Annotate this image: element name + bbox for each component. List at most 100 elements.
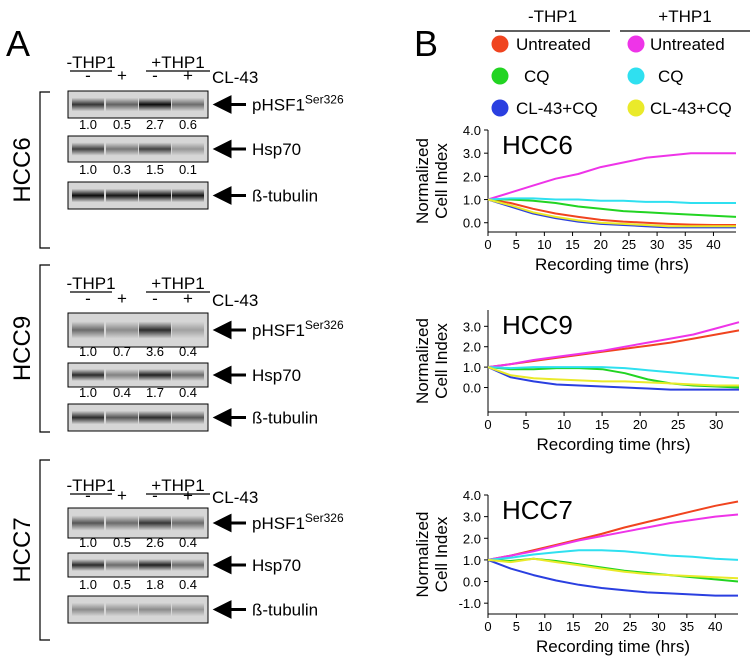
y-tick-label: 1.0 — [463, 553, 481, 568]
row-label-text: ß-tubulin — [252, 187, 318, 206]
row-label-text: Hsp70 — [252, 556, 301, 575]
blot-band — [72, 410, 104, 425]
bracket — [39, 459, 50, 641]
x-tick-label: 10 — [537, 237, 551, 252]
x-tick-label: 35 — [678, 237, 692, 252]
row-label: Hsp70 — [252, 366, 301, 385]
quant-value: 0.5 — [113, 535, 131, 550]
blot-band — [139, 602, 171, 617]
series-line — [487, 198, 736, 228]
cell-line-label: HCC6 — [9, 137, 36, 202]
blot-band — [172, 515, 204, 531]
legend-label: CL-43+CQ — [650, 99, 732, 118]
blot-band — [172, 369, 204, 381]
series-line — [487, 366, 739, 387]
quant-value: 0.6 — [179, 117, 197, 132]
row-label-sup: Ser326 — [305, 511, 344, 525]
arrow — [212, 139, 246, 159]
quant-value: 0.4 — [179, 535, 197, 550]
x-tick-label: 5 — [522, 417, 529, 432]
quant-value: 0.4 — [179, 344, 197, 359]
lane-sign: + — [183, 486, 193, 505]
x-axis-label: Recording time (hrs) — [535, 255, 689, 274]
lane-sign: - — [85, 66, 91, 85]
lane-sign: - — [85, 289, 91, 308]
x-tick-label: 20 — [594, 619, 608, 634]
legend-swatch — [627, 67, 645, 85]
lane-sign: - — [85, 486, 91, 505]
lane-sign: - — [152, 486, 158, 505]
legend-swatch — [627, 99, 645, 117]
chart-title: HCC9 — [502, 310, 573, 340]
group-label: -THP1 — [66, 274, 115, 293]
panel-label: B — [414, 23, 438, 64]
treatment-label: CL-43 — [212, 488, 258, 507]
y-tick-label: 2.0 — [463, 340, 481, 355]
row-label: Hsp70 — [252, 556, 301, 575]
blot-band — [139, 188, 171, 203]
blot-band — [106, 410, 138, 425]
blot-band — [139, 142, 171, 156]
row-label-text: ß-tubulin — [252, 601, 318, 620]
legend-label: Untreated — [516, 35, 591, 54]
blot-band — [72, 369, 104, 381]
blot-band — [72, 97, 104, 112]
x-axis-label: Recording time (hrs) — [537, 435, 691, 454]
legend-label: CL-43+CQ — [516, 99, 598, 118]
quant-value: 0.4 — [179, 385, 197, 400]
blot-band — [72, 559, 104, 571]
x-tick-label: 15 — [595, 417, 609, 432]
group-label: -THP1 — [66, 53, 115, 72]
x-tick-label: 10 — [557, 417, 571, 432]
quant-value: 0.1 — [179, 162, 197, 177]
lane-sign: - — [152, 66, 158, 85]
x-tick-label: 0 — [484, 237, 491, 252]
blot-band — [139, 410, 171, 425]
blot-band — [106, 369, 138, 381]
arrow — [212, 513, 246, 533]
series-line — [487, 198, 736, 226]
x-tick-label: 20 — [633, 417, 647, 432]
lane-sign: + — [183, 66, 193, 85]
x-tick-label: 0 — [484, 417, 491, 432]
x-tick-label: 25 — [671, 417, 685, 432]
blot-band — [172, 142, 204, 156]
blot-band — [139, 515, 171, 531]
row-label: ß-tubulin — [252, 187, 318, 206]
arrow — [212, 600, 246, 619]
treatment-label: CL-43 — [212, 291, 258, 310]
arrow — [212, 365, 246, 385]
y-tick-label: 2.0 — [463, 169, 481, 184]
y-tick-label: 3.0 — [463, 146, 481, 161]
blot-band — [106, 602, 138, 617]
legend-group-title: -THP1 — [528, 7, 577, 26]
x-tick-label: 30 — [650, 237, 664, 252]
blot-band — [106, 142, 138, 156]
x-tick-label: 30 — [709, 417, 723, 432]
row-label-text: ß-tubulin — [252, 409, 318, 428]
arrow — [212, 408, 246, 427]
y-tick-label: 0.0 — [463, 381, 481, 396]
y-tick-label: 4.0 — [463, 123, 481, 138]
x-tick-label: 10 — [538, 619, 552, 634]
blot-band — [172, 97, 204, 112]
x-tick-label: 15 — [566, 619, 580, 634]
blot-band — [72, 188, 104, 203]
series-line — [487, 549, 739, 561]
series-line — [487, 366, 740, 380]
quant-value: 1.7 — [146, 385, 164, 400]
y-tick-label: 3.0 — [463, 510, 481, 525]
blot-band — [172, 559, 204, 571]
x-tick-label: 20 — [593, 237, 607, 252]
x-tick-label: 40 — [708, 619, 722, 634]
legend-label: CQ — [658, 67, 684, 86]
y-tick-label: 2.0 — [463, 531, 481, 546]
arrow — [212, 320, 246, 340]
series-line — [487, 513, 739, 561]
y-axis-label: Normalized — [413, 138, 432, 224]
row-label-sup: Ser326 — [305, 318, 344, 332]
y-axis-label: Cell Index — [432, 323, 451, 399]
lane-sign: - — [152, 289, 158, 308]
quant-value: 1.0 — [79, 117, 97, 132]
